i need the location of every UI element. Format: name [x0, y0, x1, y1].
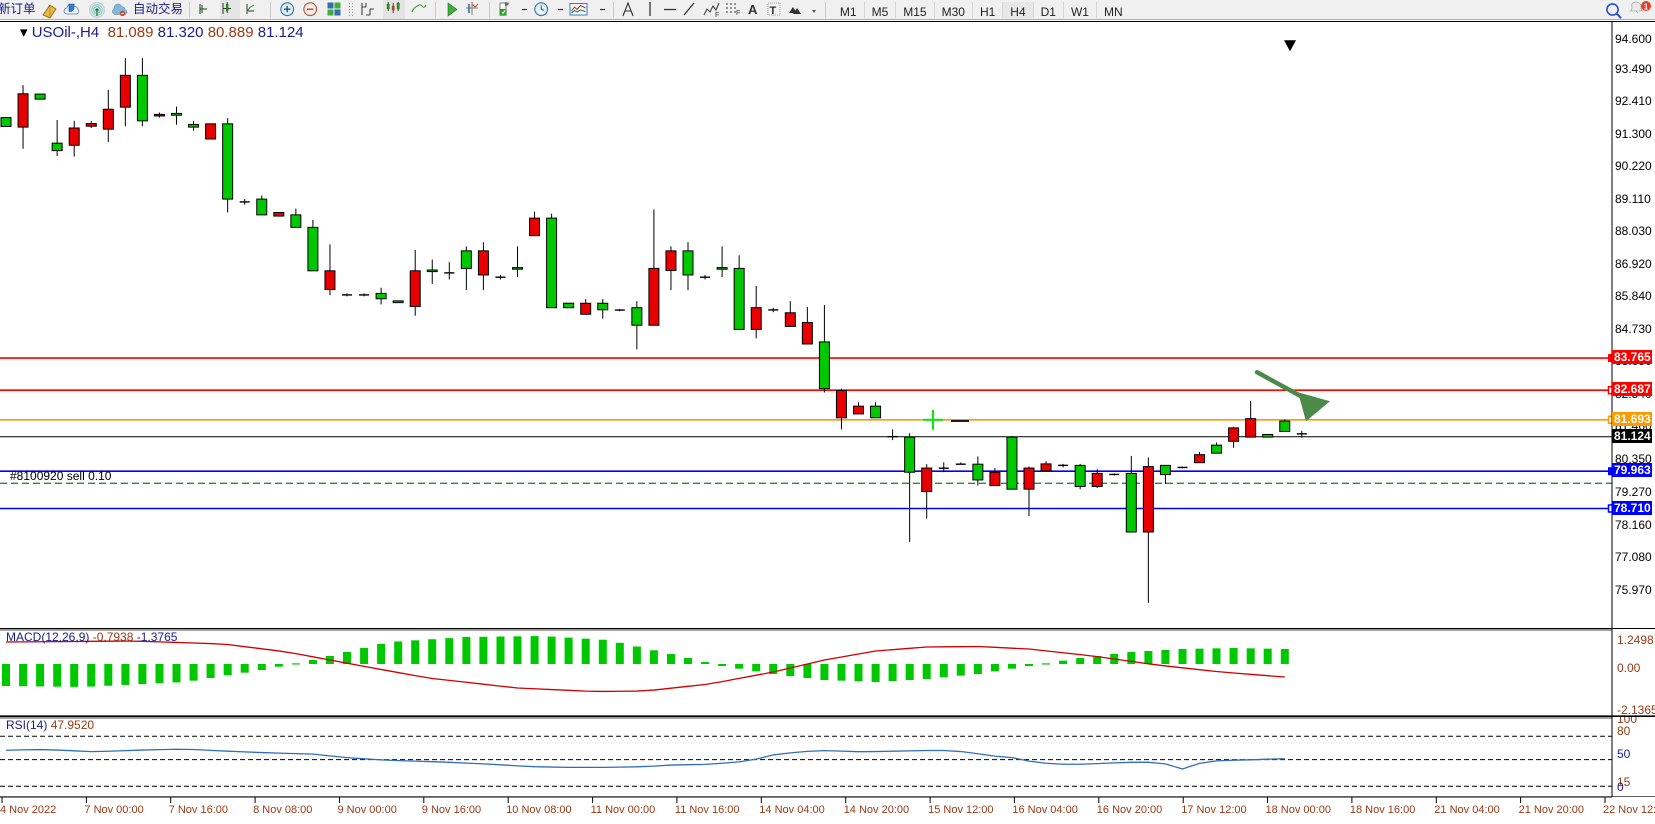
svg-text:F: F — [715, 12, 719, 19]
svg-text:A: A — [748, 2, 758, 17]
svg-text:T: T — [769, 5, 776, 17]
svg-text:#8100920 sell 0.10: #8100920 sell 0.10 — [10, 469, 112, 483]
svg-text:F: F — [736, 10, 740, 17]
svg-text:1: 1 — [1644, 2, 1649, 11]
